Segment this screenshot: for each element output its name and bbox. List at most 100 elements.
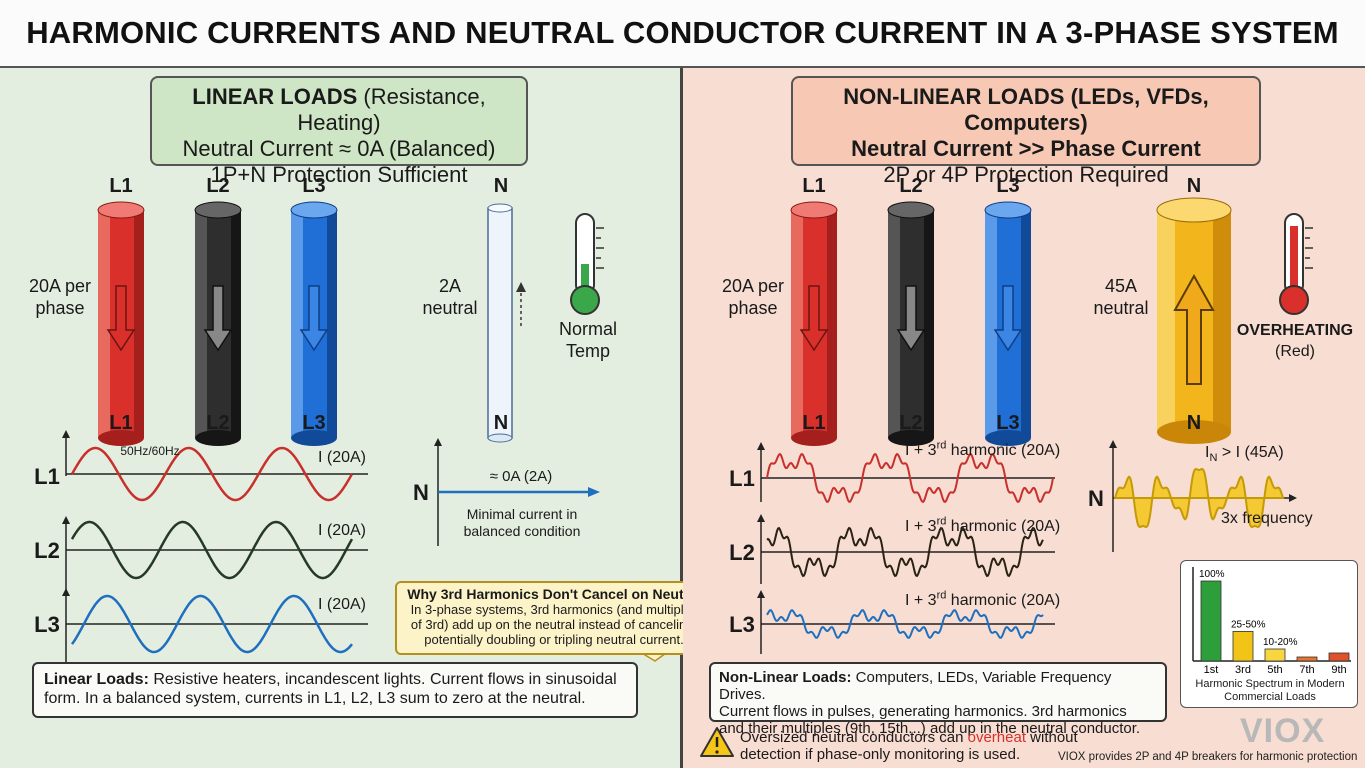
- neutral-conductor-thin: [487, 203, 526, 443]
- nl-wave-l1-label: L1: [729, 466, 755, 491]
- l2-current-label: I (20A): [317, 522, 366, 539]
- spectrum-caption-1: Harmonic Spectrum in Modern: [1195, 678, 1345, 690]
- nl-neutral-current-1: 45A: [1104, 276, 1138, 296]
- warn-pre: Oversized neutral conductors can: [740, 729, 968, 746]
- spectrum-caption-2: Commercial Loads: [1224, 691, 1316, 703]
- nl-l2-conductor: [887, 201, 935, 446]
- normal-temp-2: Temp: [565, 341, 610, 361]
- nl-neutral-wave-sub: N: [1209, 452, 1218, 465]
- normal-temp-1: Normal: [558, 319, 617, 339]
- warn-line-2: detection if phase-only monitoring is us…: [740, 746, 1021, 763]
- nl-l1-top-label: L1: [802, 175, 826, 197]
- linear-protection: 1P+N Protection Sufficient: [210, 162, 468, 187]
- warn-red: overheat: [967, 729, 1026, 746]
- neutral-wave-note-2: balanced condition: [463, 523, 581, 539]
- callout-line-3: potentially doubling or tripling neutral…: [424, 632, 684, 647]
- nl-l1-harmonic-sup: rd: [936, 439, 947, 452]
- nl-neutral-wave-value: IN > I (45A): [1205, 442, 1315, 469]
- wave-l1-label: L1: [34, 464, 60, 489]
- l2-bottom-label: L2: [206, 412, 230, 434]
- spectrum-caption: Harmonic Spectrum in Modern Commercial L…: [1181, 678, 1359, 704]
- nl-neutral-wave-pre: I: [1205, 444, 1210, 461]
- linear-desc-2: form. In a balanced system, currents in …: [44, 690, 586, 707]
- overheating-2: (Red): [1274, 343, 1315, 360]
- nl-l3-waveform: [757, 590, 1055, 654]
- nl-l2-harmonic-label: I + 3rd harmonic (20A): [905, 516, 1065, 538]
- spectrum-tick-7th: 7th: [1299, 664, 1314, 676]
- nonlinear-neutral-current-label: 45A neutral: [1081, 275, 1161, 319]
- nl-l2-waveform: [757, 514, 1055, 584]
- nl-l1-conductor: [790, 201, 838, 446]
- nl-l1-harmonic-pre: I + 3: [905, 442, 937, 459]
- overheating-1: OVERHEATING: [1236, 322, 1354, 339]
- linear-header-subtitle: (Resistance, Heating): [297, 84, 486, 135]
- nl-l3-harmonic-post: harmonic (20A): [946, 592, 1061, 609]
- linear-neutral-current-1: 2A: [438, 276, 462, 296]
- spectrum-bar-5th: [1264, 648, 1286, 662]
- neutral-conductor-thick: [1156, 197, 1232, 444]
- nl-l3-harmonic-pre: I + 3: [905, 592, 937, 609]
- overheat-warning: Oversized neutral conductors can overhea…: [704, 729, 1078, 763]
- linear-loads-panel: LINEAR LOADS (Resistance, Heating) Neutr…: [0, 68, 691, 768]
- neutral-waveform: [434, 438, 600, 546]
- nl-desc-3: and their multiples (9th, 15th...) add u…: [719, 720, 1141, 737]
- linear-header-box: LINEAR LOADS (Resistance, Heating) Neutr…: [150, 76, 528, 187]
- n-top-label: N: [493, 175, 509, 197]
- nonlinear-header-title: NON-LINEAR LOADS (LEDs, VFDs, Computers): [843, 84, 1209, 135]
- footer-note: VIOX provides 2P and 4P breakers for har…: [1058, 751, 1358, 763]
- nl-wave-l2-label: L2: [729, 540, 755, 565]
- spectrum-tick-3rd: 3rd: [1235, 664, 1251, 676]
- l3-waveform: [62, 588, 368, 666]
- l3-conductor: [290, 201, 338, 446]
- neutral-wave-note-1: Minimal current in: [466, 506, 578, 522]
- l2-conductor: [194, 201, 242, 446]
- l1-conductor: [97, 201, 145, 446]
- linear-neutral-current-label: 2A neutral: [410, 275, 490, 319]
- nl-desc-title: Non-Linear Loads:: [719, 669, 852, 686]
- panel-divider: [680, 68, 683, 768]
- linear-phase-current: 20A per phase: [20, 275, 100, 319]
- normal-temp-label: Normal Temp: [548, 318, 628, 362]
- nl-neutral-wave-post: > I (45A): [1217, 444, 1284, 461]
- l1-top-label: L1: [109, 175, 133, 197]
- linear-neutral-current: Neutral Current ≈ 0A (Balanced): [182, 136, 496, 161]
- linear-desc-title: Linear Loads:: [44, 671, 149, 688]
- spectrum-value-3rd: 25-50%: [1231, 619, 1266, 630]
- nl-l1-bottom-label: L1: [802, 412, 826, 434]
- third-harmonic-callout: Why 3rd Harmonics Don't Cancel on Neutra…: [395, 581, 713, 655]
- nonlinear-neutral-current: Neutral Current >> Phase Current: [851, 136, 1201, 161]
- linear-header-title: LINEAR LOADS: [192, 84, 358, 109]
- nl-neutral-waveform: [1109, 440, 1297, 552]
- spectrum-bar-9th: [1328, 652, 1350, 662]
- nl-phase-current-2: phase: [728, 298, 778, 318]
- l2-top-label: L2: [206, 175, 230, 197]
- thermometer-normal-icon: [570, 213, 604, 315]
- nl-l3-bottom-label: L3: [996, 412, 1020, 434]
- nl-neutral-wave-note: 3x frequency: [1221, 510, 1313, 527]
- linear-neutral-current-2: neutral: [422, 298, 478, 318]
- nl-l1-harmonic-post: harmonic (20A): [946, 442, 1061, 459]
- nl-l3-harmonic-sup: rd: [936, 589, 947, 602]
- callout-line-1: In 3-phase systems, 3rd harmonics (and m…: [410, 602, 698, 617]
- nl-l3-conductor: [984, 201, 1032, 446]
- wave-l3-label: L3: [34, 612, 60, 637]
- nl-l2-harmonic-pre: I + 3: [905, 518, 937, 535]
- nl-l1-harmonic-label: I + 3rd harmonic (20A): [905, 440, 1065, 462]
- warning-icon: [700, 727, 734, 757]
- nl-l2-top-label: L2: [899, 175, 923, 197]
- l1-bottom-label: L1: [109, 412, 133, 434]
- wave-n-label: N: [413, 480, 429, 505]
- viox-logo: VIOX: [1240, 712, 1326, 750]
- l1-current-label: I (20A): [317, 449, 366, 466]
- nl-l2-harmonic-post: harmonic (20A): [946, 518, 1061, 535]
- linear-phase-current-1: 20A per: [28, 276, 92, 296]
- spectrum-value-5th: 10-20%: [1263, 637, 1298, 648]
- linear-phase-current-2: phase: [35, 298, 85, 318]
- wave-l2-label: L2: [34, 538, 60, 563]
- overheating-label: OVERHEATING (Red): [1235, 320, 1355, 362]
- nonlinear-phase-current: 20A per phase: [713, 275, 793, 319]
- linear-description-box: Linear Loads: Resistive heaters, incande…: [32, 662, 638, 718]
- nl-neutral-current-2: neutral: [1093, 298, 1149, 318]
- nl-n-bottom-label: N: [1186, 412, 1202, 434]
- nonlinear-protection: 2P or 4P Protection Required: [883, 162, 1169, 187]
